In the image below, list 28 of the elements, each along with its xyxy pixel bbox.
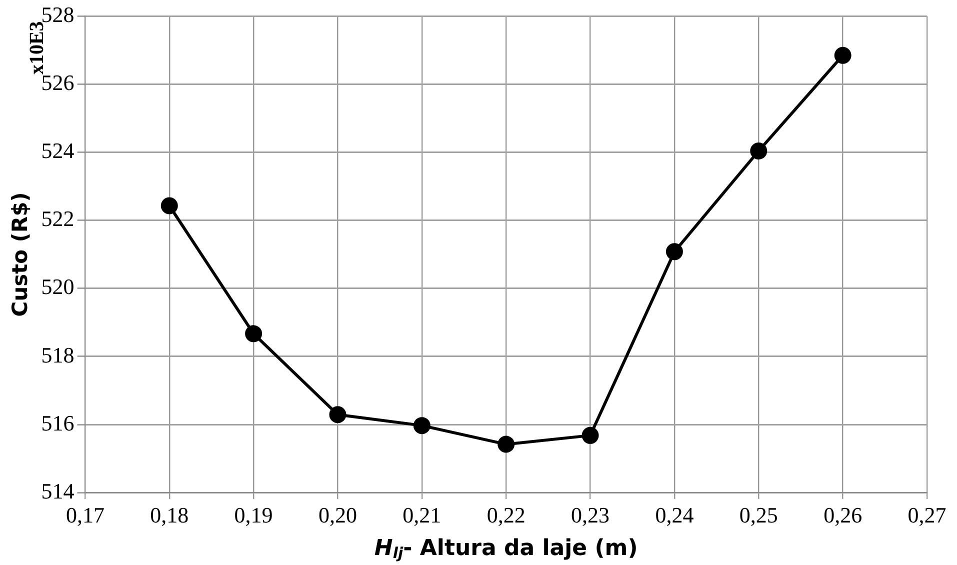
y-tick-label: 522 xyxy=(41,206,74,232)
text: x10E3 xyxy=(26,21,48,75)
point xyxy=(834,46,852,64)
y-tick-label: 518 xyxy=(41,342,74,368)
point xyxy=(498,436,515,453)
x-tick-label: 0,17 xyxy=(66,502,104,528)
x-tick-label: 0,22 xyxy=(486,502,526,528)
x-tick-label: 0,21 xyxy=(402,502,442,528)
x-tick-label: 0,20 xyxy=(318,502,357,528)
x-tick-label: 0,27 xyxy=(908,502,946,528)
x-tick-label: 0,19 xyxy=(234,502,273,528)
y-tick-label: 520 xyxy=(41,274,74,300)
point xyxy=(245,325,262,342)
y-axis-title: Custo (R$) xyxy=(8,192,32,317)
point xyxy=(329,406,346,424)
x-tick-label: 0,26 xyxy=(824,502,862,528)
x-tick-label: 0,23 xyxy=(571,502,610,528)
point xyxy=(582,426,599,444)
x-tick-label: 0,18 xyxy=(150,502,189,528)
y-tick-label: 514 xyxy=(41,478,74,504)
point xyxy=(666,243,683,260)
y-tick-label: 516 xyxy=(41,410,74,436)
y-tick-label: 524 xyxy=(41,138,74,164)
x-tick-label: 0,25 xyxy=(739,502,778,528)
x-tick-label: 0,24 xyxy=(655,502,694,528)
point xyxy=(413,417,430,434)
point xyxy=(160,197,178,214)
point xyxy=(750,142,768,160)
